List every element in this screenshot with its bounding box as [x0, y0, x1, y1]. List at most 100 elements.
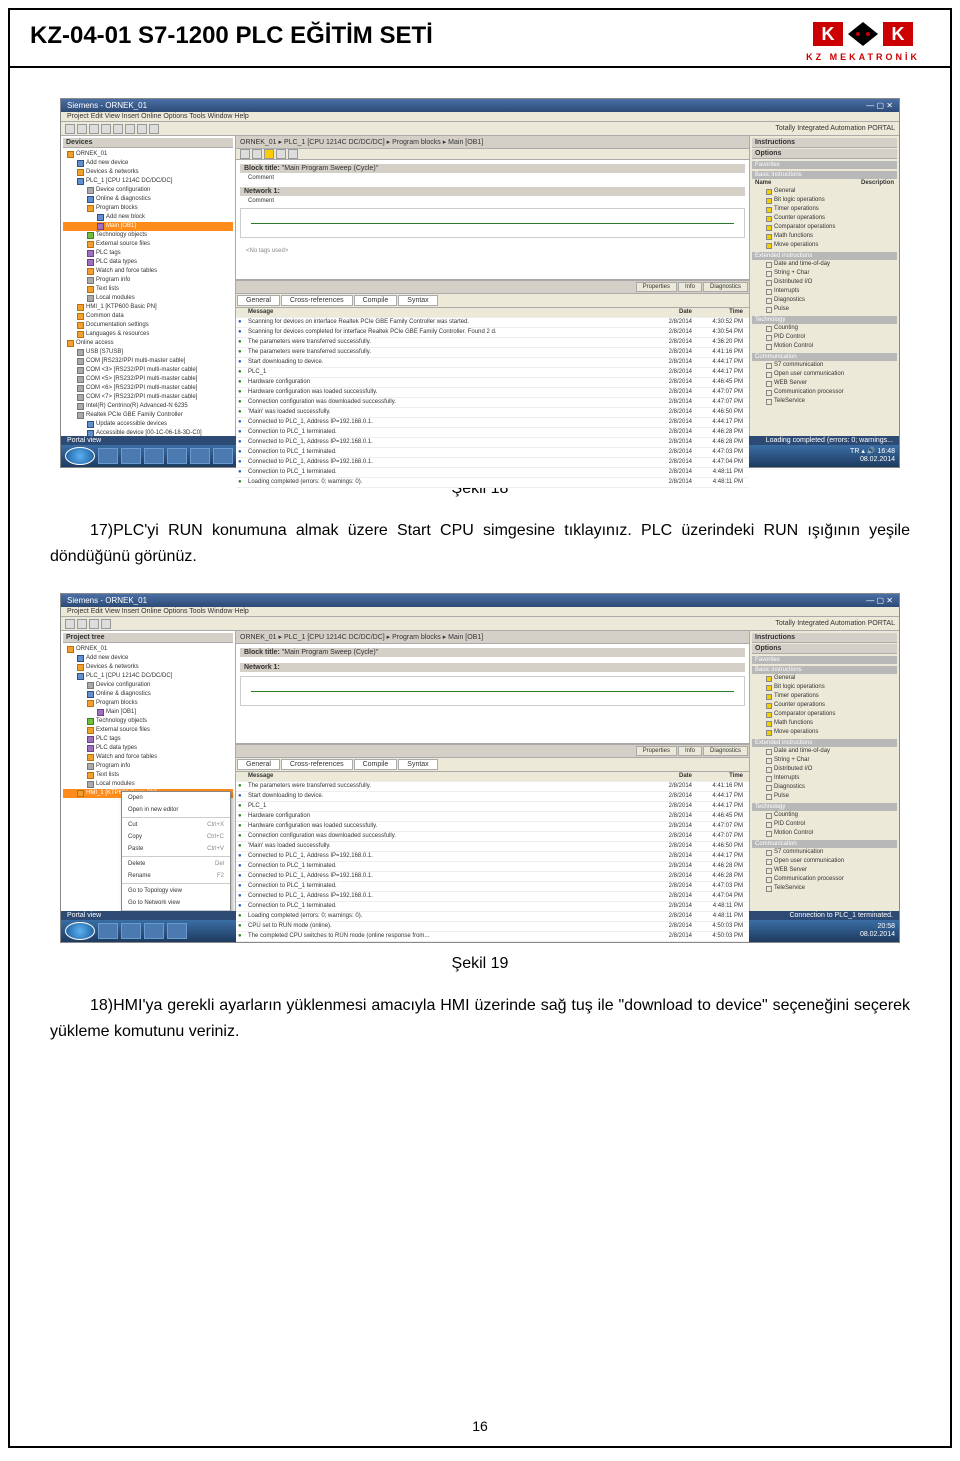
toolbar-icon[interactable]	[65, 619, 75, 629]
tree-item[interactable]: External source files	[63, 240, 233, 249]
start-button[interactable]	[65, 447, 95, 465]
instruction-item[interactable]: Interrupts	[752, 287, 897, 296]
tree-item[interactable]: COM <3> [RS232/PPI multi-master cable]	[63, 366, 233, 375]
tree-item[interactable]: Local modules	[63, 780, 233, 789]
instruction-item[interactable]: Math functions	[752, 232, 897, 241]
tab[interactable]: Properties	[636, 746, 677, 756]
tree-item[interactable]: COM <5> [RS232/PPI multi-master cable]	[63, 375, 233, 384]
tree-item[interactable]: PLC_1 [CPU 1214C DC/DC/DC]	[63, 672, 233, 681]
tree-item[interactable]: Technology objects	[63, 717, 233, 726]
tree-item[interactable]: Devices & networks	[63, 168, 233, 177]
tree-item[interactable]: Main [OB1]	[63, 708, 233, 717]
taskbar-app[interactable]	[98, 448, 118, 464]
instruction-item[interactable]: Comparator operations	[752, 223, 897, 232]
tree-item[interactable]: Watch and force tables	[63, 267, 233, 276]
editor-toolbar-icon[interactable]	[288, 149, 298, 159]
taskbar-app[interactable]	[213, 448, 233, 464]
window-controls[interactable]: — ▢ ✕	[866, 596, 893, 605]
instruction-item[interactable]: Interrupts	[752, 774, 897, 783]
app-menubar[interactable]: Project Edit View Insert Online Options …	[61, 112, 899, 122]
program-editor[interactable]: Block title: "Main Program Sweep (Cycle)…	[236, 160, 749, 280]
tab[interactable]: General	[237, 295, 280, 306]
instruction-item[interactable]: General	[752, 674, 897, 683]
instruction-item[interactable]: Motion Control	[752, 342, 897, 351]
instruction-item[interactable]: Math functions	[752, 719, 897, 728]
tree-item[interactable]: Documentation settings	[63, 321, 233, 330]
ladder-diagram[interactable]	[240, 676, 745, 706]
project-tree-panel[interactable]: Devices ORNEK_01Add new deviceDevices & …	[61, 136, 236, 436]
instruction-item[interactable]: Diagnostics	[752, 296, 897, 305]
context-menu-item[interactable]: PasteCtrl+V	[122, 843, 230, 855]
portal-view-link[interactable]: Portal view	[67, 437, 101, 444]
instruction-item[interactable]: Comparator operations	[752, 710, 897, 719]
system-tray[interactable]: TR ▴ 🔊 16:48 08.02.2014	[850, 448, 895, 464]
context-menu-item[interactable]: CopyCtrl+C	[122, 831, 230, 843]
tree-item[interactable]: Add new device	[63, 159, 233, 168]
communication-section[interactable]: Communication	[752, 840, 897, 848]
tree-item[interactable]: HMI_1 [KTP600 Basic PN]	[63, 303, 233, 312]
instruction-item[interactable]: Move operations	[752, 241, 897, 250]
tree-item[interactable]: Update accessible devices	[63, 420, 233, 429]
tab[interactable]: Syntax	[398, 295, 437, 306]
tree-item[interactable]: Device configuration	[63, 681, 233, 690]
instruction-item[interactable]: Date and time-of-day	[752, 260, 897, 269]
toolbar-icon[interactable]	[65, 124, 75, 134]
instruction-item[interactable]: Bit logic operations	[752, 196, 897, 205]
taskbar-app[interactable]	[121, 923, 141, 939]
instruction-item[interactable]: WEB Server	[752, 866, 897, 875]
tree-item[interactable]: Watch and force tables	[63, 753, 233, 762]
tree-item[interactable]: Program blocks	[63, 204, 233, 213]
tree-item[interactable]: Languages & resources	[63, 330, 233, 339]
tree-item[interactable]: PLC_1 [CPU 1214C DC/DC/DC]	[63, 177, 233, 186]
tree-item[interactable]: Online & diagnostics	[63, 690, 233, 699]
tree-item[interactable]: PLC data types	[63, 744, 233, 753]
instruction-item[interactable]: Timer operations	[752, 692, 897, 701]
toolbar-icon[interactable]	[149, 124, 159, 134]
basic-section[interactable]: Basic instructions	[752, 171, 897, 179]
taskbar-app[interactable]	[167, 448, 187, 464]
taskbar-app[interactable]	[190, 448, 210, 464]
program-editor[interactable]: Block title: "Main Program Sweep (Cycle)…	[236, 644, 749, 744]
app-toolbar[interactable]: Totally Integrated Automation PORTAL	[61, 122, 899, 136]
context-menu-item[interactable]: Open in new editor	[122, 804, 230, 816]
context-menu-item[interactable]: Open	[122, 792, 230, 804]
tree-item[interactable]: ORNEK_01	[63, 150, 233, 159]
tree-item[interactable]: USB [S7USB]	[63, 348, 233, 357]
tree-item[interactable]: Accessible device [00-1C-06-18-3D-C0]	[63, 429, 233, 436]
window-controls[interactable]: — ▢ ✕	[866, 101, 893, 110]
instruction-item[interactable]: Pulse	[752, 792, 897, 801]
tab[interactable]: Info	[678, 282, 702, 292]
tab[interactable]: Info	[678, 746, 702, 756]
instruction-item[interactable]: Timer operations	[752, 205, 897, 214]
technology-section[interactable]: Technology	[752, 316, 897, 324]
instruction-item[interactable]: PID Control	[752, 820, 897, 829]
instruction-item[interactable]: Date and time-of-day	[752, 747, 897, 756]
tree-item[interactable]: Add new block	[63, 213, 233, 222]
tab[interactable]: Syntax	[398, 759, 437, 770]
instruction-item[interactable]: Distributed I/O	[752, 278, 897, 287]
instruction-item[interactable]: String + Char	[752, 269, 897, 278]
app-toolbar[interactable]: Totally Integrated Automation PORTAL	[61, 617, 899, 631]
favorites-section[interactable]: Favorites	[752, 161, 897, 169]
instruction-item[interactable]: Counter operations	[752, 701, 897, 710]
tab[interactable]: Compile	[354, 759, 398, 770]
instruction-item[interactable]: Bit logic operations	[752, 683, 897, 692]
taskbar-app[interactable]	[167, 923, 187, 939]
portal-view-link[interactable]: Portal view	[67, 912, 101, 919]
tab[interactable]: Compile	[354, 295, 398, 306]
tree-item[interactable]: COM <6> [RS232/PPI multi-master cable]	[63, 384, 233, 393]
instruction-item[interactable]: Counter operations	[752, 214, 897, 223]
instruction-item[interactable]: Communication processor	[752, 875, 897, 884]
tree-item[interactable]: Device configuration	[63, 186, 233, 195]
instruction-item[interactable]: Move operations	[752, 728, 897, 737]
app-menubar[interactable]: Project Edit View Insert Online Options …	[61, 607, 899, 617]
tree-item[interactable]: Realtek PCIe GBE Family Controller	[63, 411, 233, 420]
instruction-item[interactable]: Communication processor	[752, 388, 897, 397]
toolbar-icon[interactable]	[125, 124, 135, 134]
communication-section[interactable]: Communication	[752, 353, 897, 361]
technology-section[interactable]: Technology	[752, 803, 897, 811]
tree-item[interactable]: Add new device	[63, 654, 233, 663]
favorites-section[interactable]: Favorites	[752, 656, 897, 664]
tab[interactable]: Diagnostics	[703, 282, 748, 292]
toolbar-icon[interactable]	[89, 124, 99, 134]
